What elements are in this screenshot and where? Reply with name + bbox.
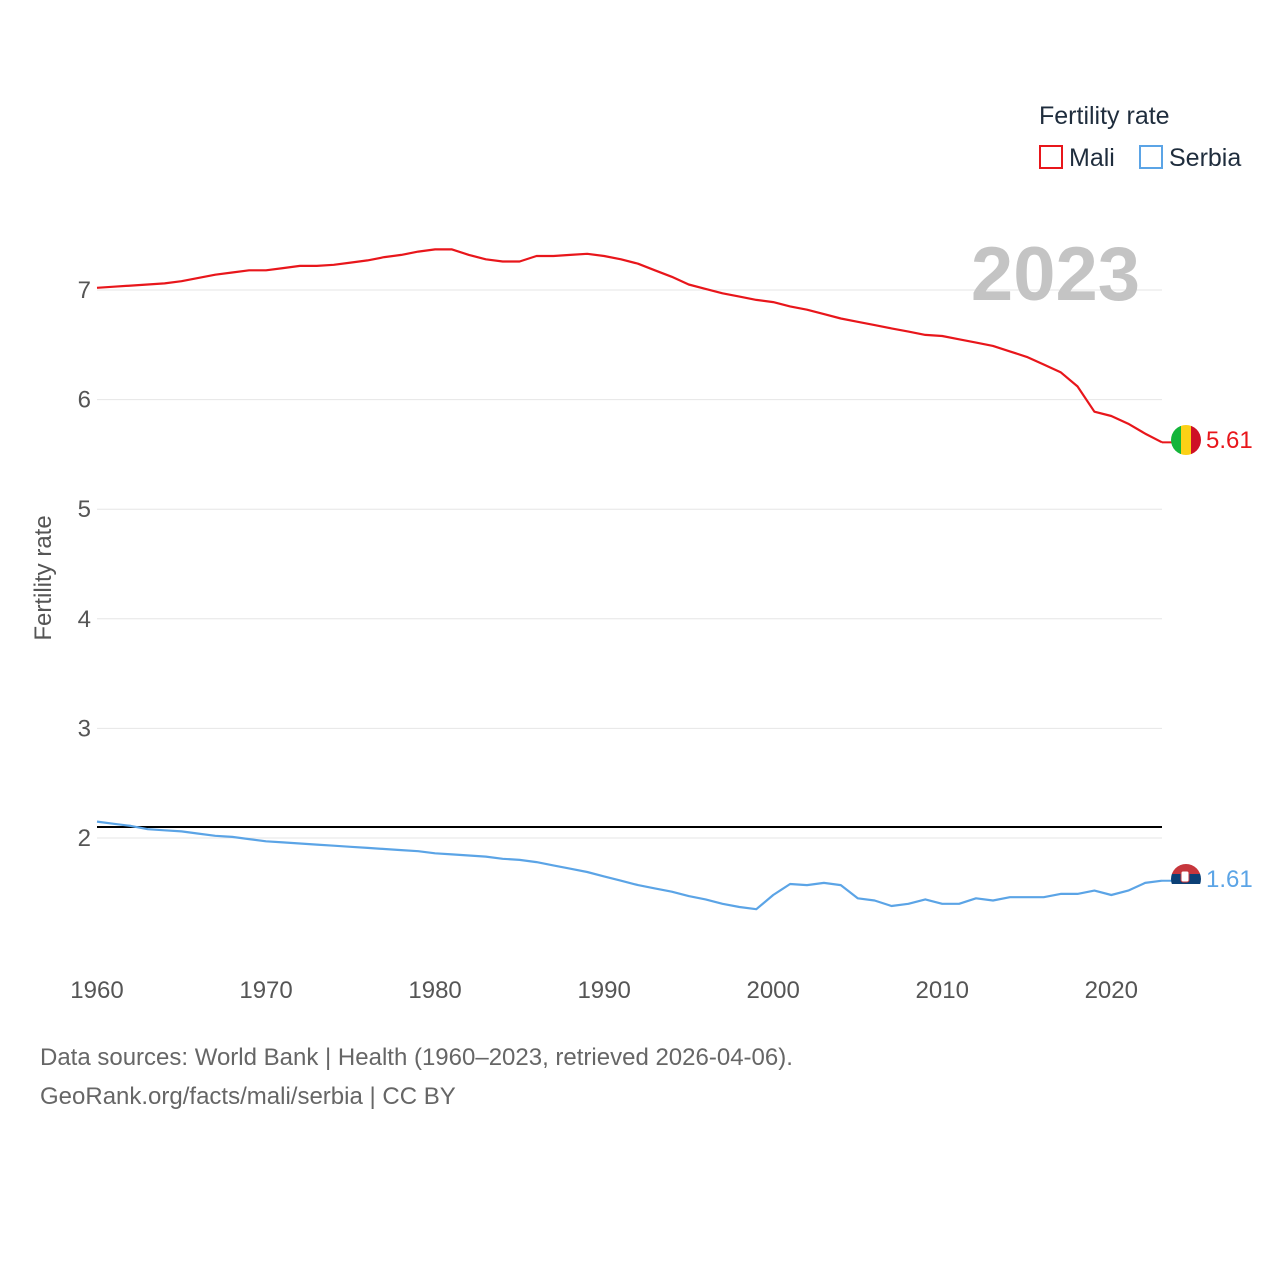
- serbia-end-value: 1.61: [1206, 866, 1253, 893]
- mali-flag-icon: [1171, 425, 1201, 455]
- legend-item-mali[interactable]: Mali: [1039, 144, 1115, 172]
- legend: Fertility rate Mali Serbia: [1039, 102, 1241, 172]
- serbia-flag-icon: [1171, 864, 1201, 894]
- y-tick-label-5: 5: [78, 496, 91, 523]
- y-axis-title: Fertility rate: [30, 515, 57, 640]
- y-axis: 2 3 4 5 6 7: [78, 277, 91, 852]
- footer-data-sources: Data sources: World Bank | Health (1960–…: [40, 1044, 793, 1071]
- x-tick-label-2010: 2010: [916, 977, 969, 1004]
- legend-swatch-serbia: [1139, 145, 1163, 169]
- y-tick-label-7: 7: [78, 277, 91, 304]
- x-tick-label-1960: 1960: [70, 977, 123, 1004]
- x-tick-label-1980: 1980: [408, 977, 461, 1004]
- current-year-label: 2023: [971, 232, 1140, 317]
- legend-label-mali: Mali: [1069, 144, 1115, 172]
- footer-attribution[interactable]: GeoRank.org/facts/mali/serbia | CC BY: [40, 1083, 456, 1110]
- y-tick-label-3: 3: [78, 715, 91, 742]
- legend-item-serbia[interactable]: Serbia: [1139, 144, 1241, 172]
- legend-swatch-mali: [1039, 145, 1063, 169]
- x-tick-label-1990: 1990: [577, 977, 630, 1004]
- x-tick-label-2020: 2020: [1085, 977, 1138, 1004]
- legend-label-serbia: Serbia: [1169, 144, 1241, 172]
- end-markers: 5.61 1.61: [1171, 425, 1253, 894]
- x-tick-label-1970: 1970: [239, 977, 292, 1004]
- x-tick-label-2000: 2000: [746, 977, 799, 1004]
- x-axis: 1960 1970 1980 1990 2000 2010 2020: [70, 977, 1138, 1004]
- series-layer: [96, 248, 1172, 911]
- series-line-mali[interactable]: [96, 248, 1163, 444]
- series-line-serbia[interactable]: [96, 820, 1163, 911]
- y-tick-label-4: 4: [78, 606, 91, 633]
- y-tick-label-2: 2: [78, 825, 91, 852]
- mali-end-value: 5.61: [1206, 427, 1253, 454]
- grid-lines: [97, 289, 1162, 839]
- fertility-rate-chart: 2 3 4 5 6 7 1960 1970 1980 1990 2000 2010 2020 Fert…: [30, 102, 1253, 1004]
- y-tick-label-6: 6: [78, 387, 91, 414]
- legend-title: Fertility rate: [1039, 102, 1170, 130]
